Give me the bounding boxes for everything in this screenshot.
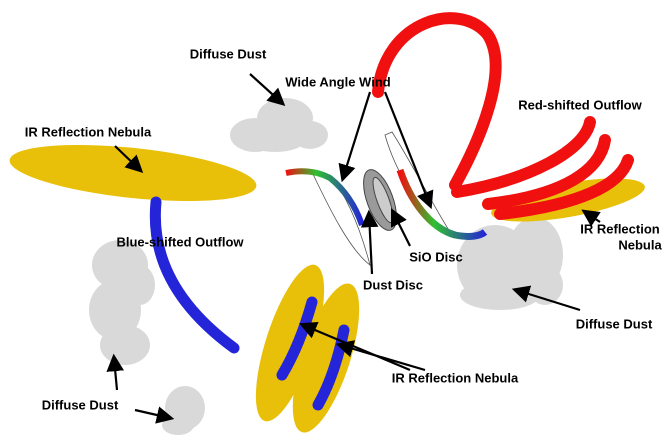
label: Dust Disc — [363, 277, 423, 292]
label: Red-shifted Outflow — [518, 97, 642, 112]
cloud-bottom — [162, 386, 205, 435]
arrow — [134, 406, 175, 424]
red-arc-1 — [451, 116, 596, 198]
blue-outflow-bottom-1 — [276, 296, 318, 381]
cloud-left — [89, 240, 155, 365]
label: Diffuse Dust — [190, 46, 267, 61]
label: IR Reflection Nebula — [392, 370, 519, 385]
blue-outflow-bottom-2 — [312, 324, 350, 411]
wind-left — [285, 168, 365, 227]
labels: Diffuse Dust Wide Angle Wind Red-shifted… — [25, 46, 663, 412]
label: IR Reflection — [580, 221, 660, 236]
arrow — [581, 209, 601, 227]
arrow — [391, 208, 411, 247]
arrow — [335, 340, 426, 372]
arrow — [511, 285, 581, 312]
label: Nebula — [618, 237, 662, 252]
arrow — [298, 322, 411, 372]
cloud-right — [457, 217, 563, 310]
arrow — [106, 353, 124, 391]
shapes — [9, 12, 645, 435]
label: Blue-shifted Outflow — [116, 234, 244, 249]
cloud-top — [230, 98, 328, 152]
red-arc-2 — [482, 134, 611, 210]
nebula-left — [9, 144, 257, 202]
arrow — [360, 209, 379, 275]
wind-right — [396, 168, 488, 240]
label: Diffuse Dust — [576, 316, 653, 331]
red-outflow — [372, 12, 502, 191]
label: Wide Angle Wind — [285, 74, 391, 89]
label: SiO Disc — [409, 249, 462, 264]
label: Diffuse Dust — [42, 397, 119, 412]
arrow — [383, 91, 434, 210]
arrow — [249, 73, 286, 106]
arrow — [114, 145, 144, 174]
label: IR Reflection Nebula — [25, 124, 152, 139]
nebula-bottom-2 — [292, 283, 360, 433]
blue-outflow — [149, 196, 240, 354]
red-arc-3 — [494, 154, 634, 220]
arrow — [338, 91, 372, 183]
